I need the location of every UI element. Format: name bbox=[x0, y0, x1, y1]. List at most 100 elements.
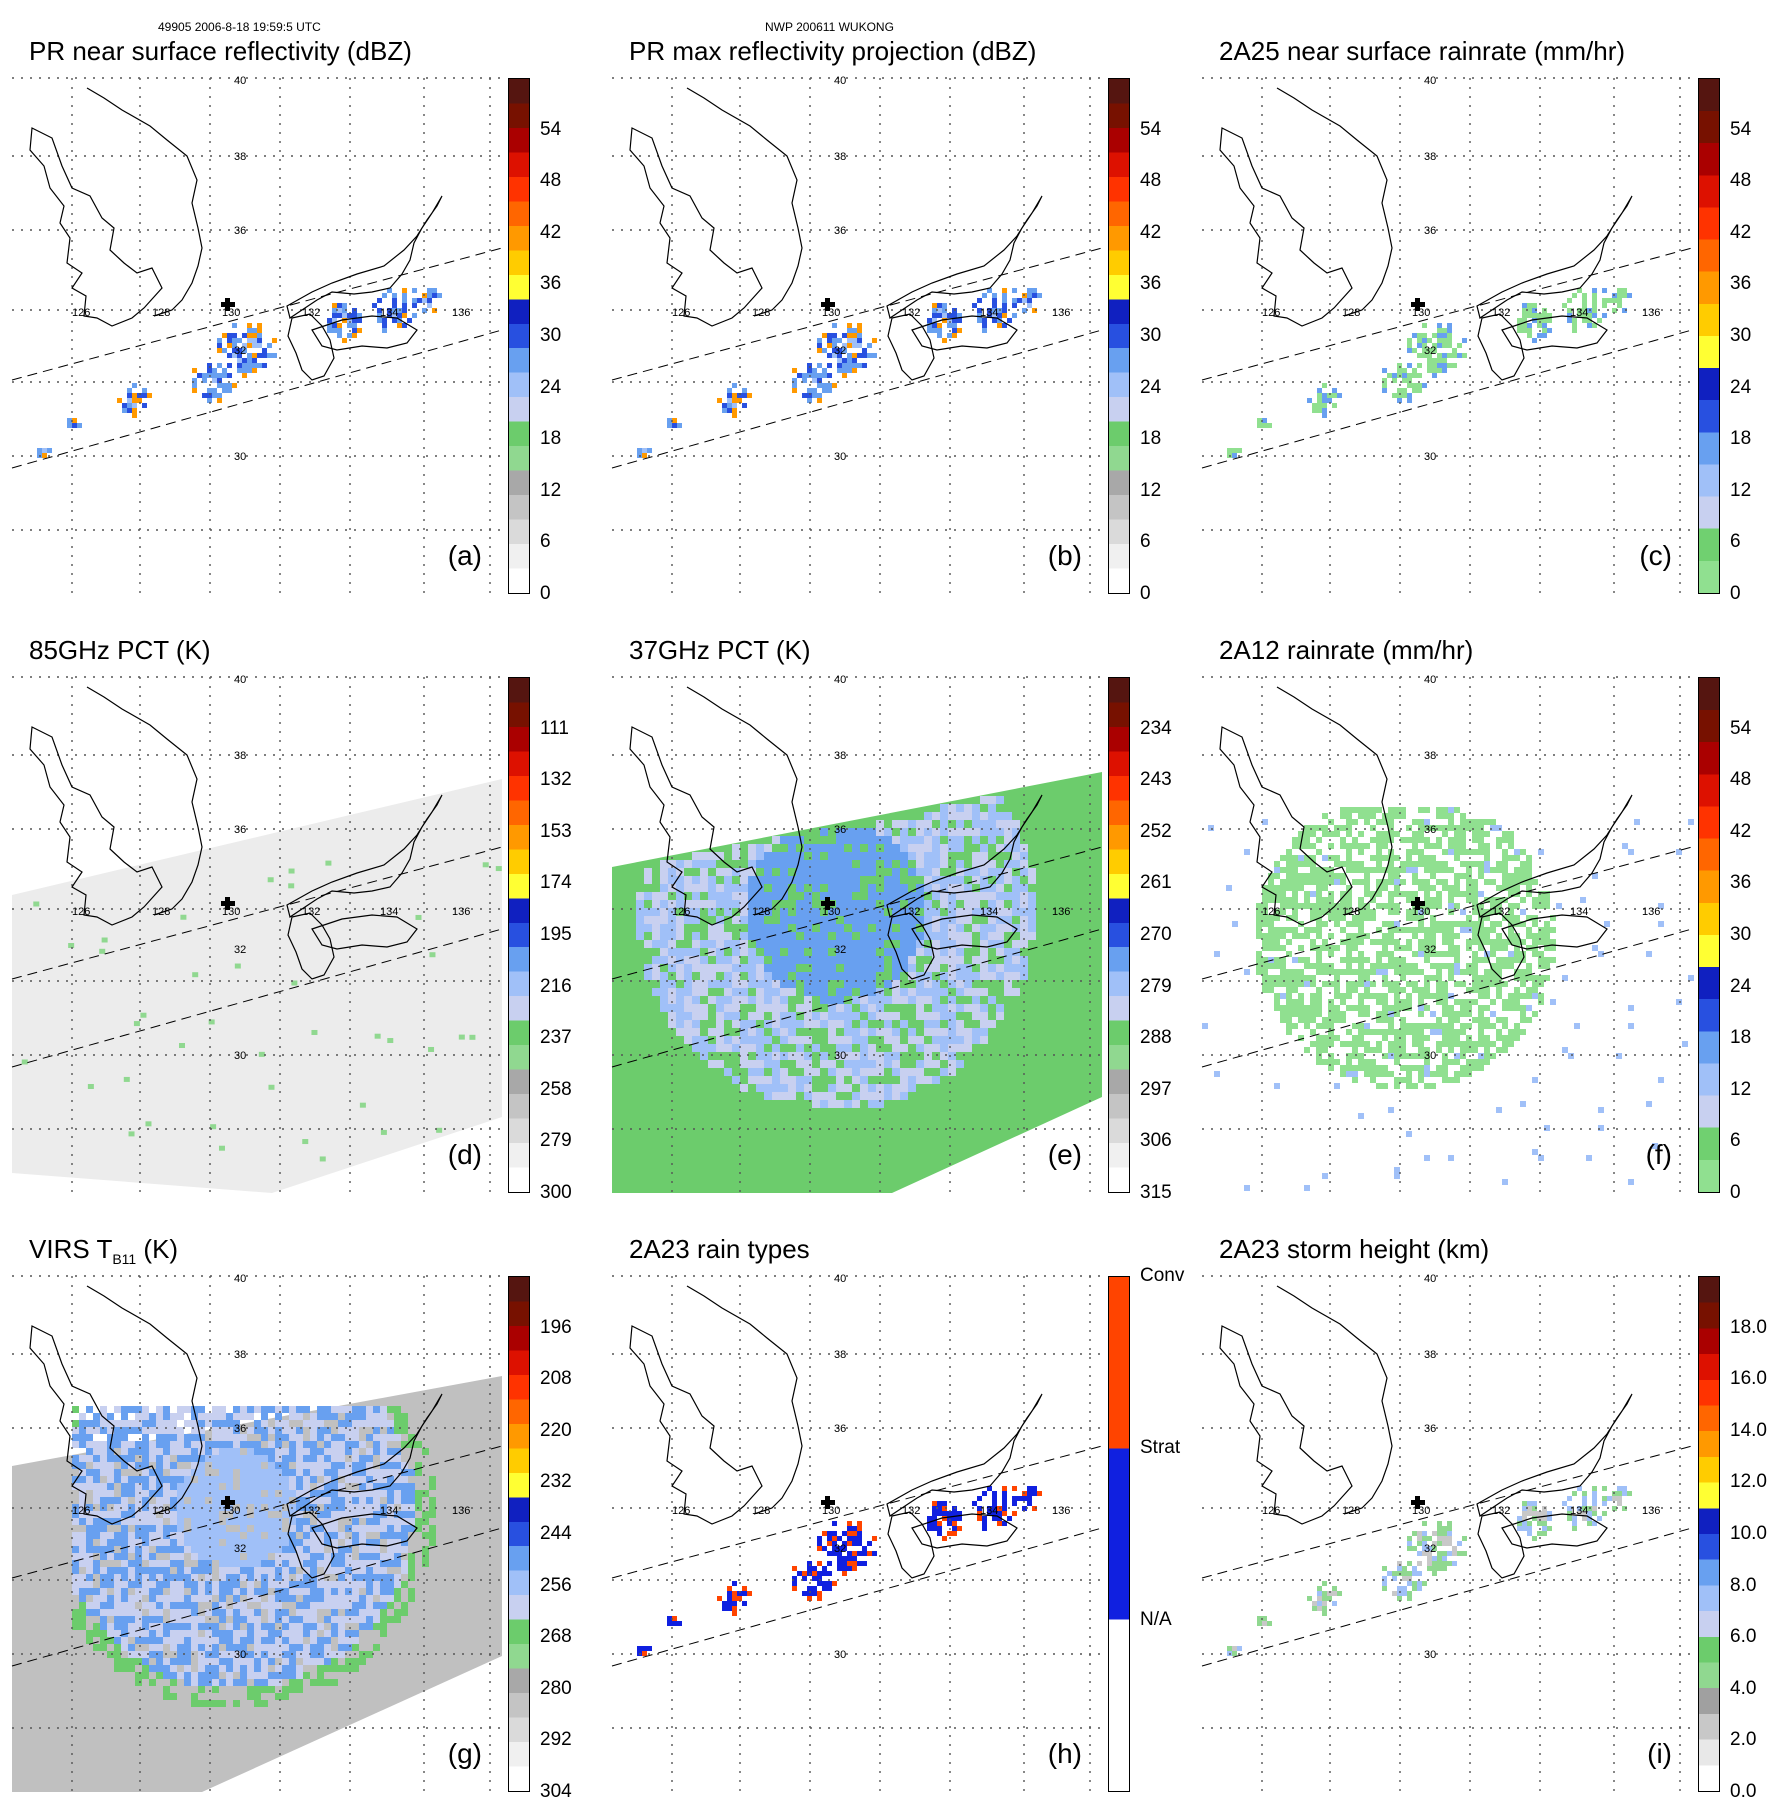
lon-label: 130 bbox=[1412, 906, 1430, 918]
lon-label: 130 bbox=[822, 307, 840, 319]
lat-label: 36 bbox=[234, 824, 246, 836]
lon-label: 130 bbox=[222, 1505, 240, 1517]
lat-label: 32 bbox=[234, 345, 246, 357]
panel-label: (h) bbox=[1048, 1738, 1082, 1770]
colorbar-tick-label: 12 bbox=[1730, 1079, 1751, 1101]
panel-title: 85GHz PCT (K) bbox=[29, 635, 211, 666]
colorbar-tick-label: 220 bbox=[540, 1420, 572, 1442]
colorbar-tick-label: Strat bbox=[1140, 1437, 1180, 1459]
lat-label: 36 bbox=[834, 225, 846, 237]
colorbar-tick-label: 18 bbox=[1730, 428, 1751, 450]
lat-label: 30 bbox=[234, 451, 246, 463]
panel-title: 2A23 rain types bbox=[629, 1234, 810, 1265]
colorbar-tick-label: 4.0 bbox=[1730, 1678, 1756, 1700]
colorbar bbox=[508, 677, 530, 1193]
lon-label: 126 bbox=[72, 906, 90, 918]
colorbar-tick-label: 54 bbox=[540, 119, 561, 141]
panel-label: (d) bbox=[448, 1139, 482, 1171]
colorbar-tick-label: 6 bbox=[540, 531, 551, 553]
colorbar-tick-label: 237 bbox=[540, 1027, 572, 1049]
panel-title-text: 37GHz PCT (K) bbox=[629, 635, 811, 665]
lat-label: 36 bbox=[234, 1423, 246, 1435]
lon-label: 126 bbox=[72, 1505, 90, 1517]
colorbar-tick-label: 256 bbox=[540, 1575, 572, 1597]
colorbar-tick-label: 0 bbox=[1140, 583, 1151, 605]
colorbar-tick-label: 2.0 bbox=[1730, 1729, 1756, 1751]
panel-title-text: PR max reflectivity projection (dBZ) bbox=[629, 36, 1036, 66]
storm-name-header: NWP 200611 WUKONG bbox=[765, 20, 894, 34]
lon-label: 130 bbox=[222, 906, 240, 918]
colorbar-tick-label: 12 bbox=[540, 480, 561, 502]
lat-label: 32 bbox=[1424, 944, 1436, 956]
virs-field bbox=[12, 1376, 502, 1792]
colorbar-tick-label: 280 bbox=[540, 1678, 572, 1700]
lat-label: 30 bbox=[834, 1050, 846, 1062]
lat-label: 40 bbox=[1424, 75, 1436, 87]
lon-label: 126 bbox=[1262, 1505, 1280, 1517]
lon-label: 136 bbox=[1642, 307, 1660, 319]
colorbar-tick-label: 54 bbox=[1730, 119, 1751, 141]
lat-label: 40 bbox=[234, 1273, 246, 1285]
panel-title: 2A25 near surface rainrate (mm/hr) bbox=[1219, 36, 1625, 67]
colorbar-tick-label: 18 bbox=[540, 428, 561, 450]
panel-title-text: 2A12 rainrate (mm/hr) bbox=[1219, 635, 1473, 665]
lon-label: 126 bbox=[1262, 307, 1280, 319]
colorbar-tick-label: 216 bbox=[540, 976, 572, 998]
colorbar-tick-label: 12 bbox=[1730, 480, 1751, 502]
panel-title-text: VIRS T bbox=[29, 1234, 112, 1264]
colorbar bbox=[1698, 677, 1720, 1193]
colorbar bbox=[508, 1276, 530, 1792]
colorbar-tick-label: 292 bbox=[540, 1729, 572, 1751]
lat-label: 30 bbox=[234, 1050, 246, 1062]
panel-label: (e) bbox=[1048, 1139, 1082, 1171]
lat-label: 30 bbox=[834, 1649, 846, 1661]
colorbar-tick-label: 18 bbox=[1730, 1027, 1751, 1049]
colorbar bbox=[1698, 78, 1720, 594]
colorbar bbox=[1698, 1276, 1720, 1792]
colorbar-tick-label: N/A bbox=[1140, 1609, 1172, 1631]
colorbar-tick-label: 12 bbox=[1140, 480, 1161, 502]
colorbar-tick-label: 243 bbox=[1140, 769, 1172, 791]
colorbar-tick-label: 279 bbox=[1140, 976, 1172, 998]
colorbar-tick-label: 0 bbox=[1730, 1182, 1741, 1204]
colorbar-tick-label: 6 bbox=[1730, 531, 1741, 553]
colorbar-tick-label: 30 bbox=[1730, 325, 1751, 347]
lat-label: 38 bbox=[234, 151, 246, 163]
panel-label: (g) bbox=[448, 1738, 482, 1770]
lon-label: 130 bbox=[1412, 307, 1430, 319]
panel-title-text: 2A23 storm height (km) bbox=[1219, 1234, 1489, 1264]
lon-label: 126 bbox=[672, 307, 690, 319]
colorbar-tick-label: 36 bbox=[1730, 872, 1751, 894]
panel-title: 37GHz PCT (K) bbox=[629, 635, 811, 666]
lat-label: 32 bbox=[234, 944, 246, 956]
colorbar-tick-label: 14.0 bbox=[1730, 1420, 1767, 1442]
colorbar-tick-label: 36 bbox=[1730, 273, 1751, 295]
lat-label: 38 bbox=[834, 151, 846, 163]
colorbar-tick-label: 48 bbox=[1140, 170, 1161, 192]
lat-label: 36 bbox=[1424, 225, 1436, 237]
lat-label: 32 bbox=[834, 345, 846, 357]
lon-label: 126 bbox=[72, 307, 90, 319]
colorbar-tick-label: 24 bbox=[1140, 377, 1161, 399]
colorbar-tick-label: 111 bbox=[540, 718, 569, 740]
colorbar-tick-label: 270 bbox=[1140, 924, 1172, 946]
colorbar-tick-label: 6.0 bbox=[1730, 1626, 1756, 1648]
panel-title: 2A23 storm height (km) bbox=[1219, 1234, 1489, 1265]
lat-label: 32 bbox=[834, 1543, 846, 1555]
colorbar-tick-label: 279 bbox=[540, 1130, 572, 1152]
colorbar-tick-label: 42 bbox=[540, 222, 561, 244]
lon-label: 136 bbox=[1052, 906, 1070, 918]
colorbar-tick-label: 252 bbox=[1140, 821, 1172, 843]
colorbar-tick-label: 8.0 bbox=[1730, 1575, 1756, 1597]
colorbar-tick-label: 315 bbox=[1140, 1182, 1172, 1204]
lon-label: 126 bbox=[672, 906, 690, 918]
